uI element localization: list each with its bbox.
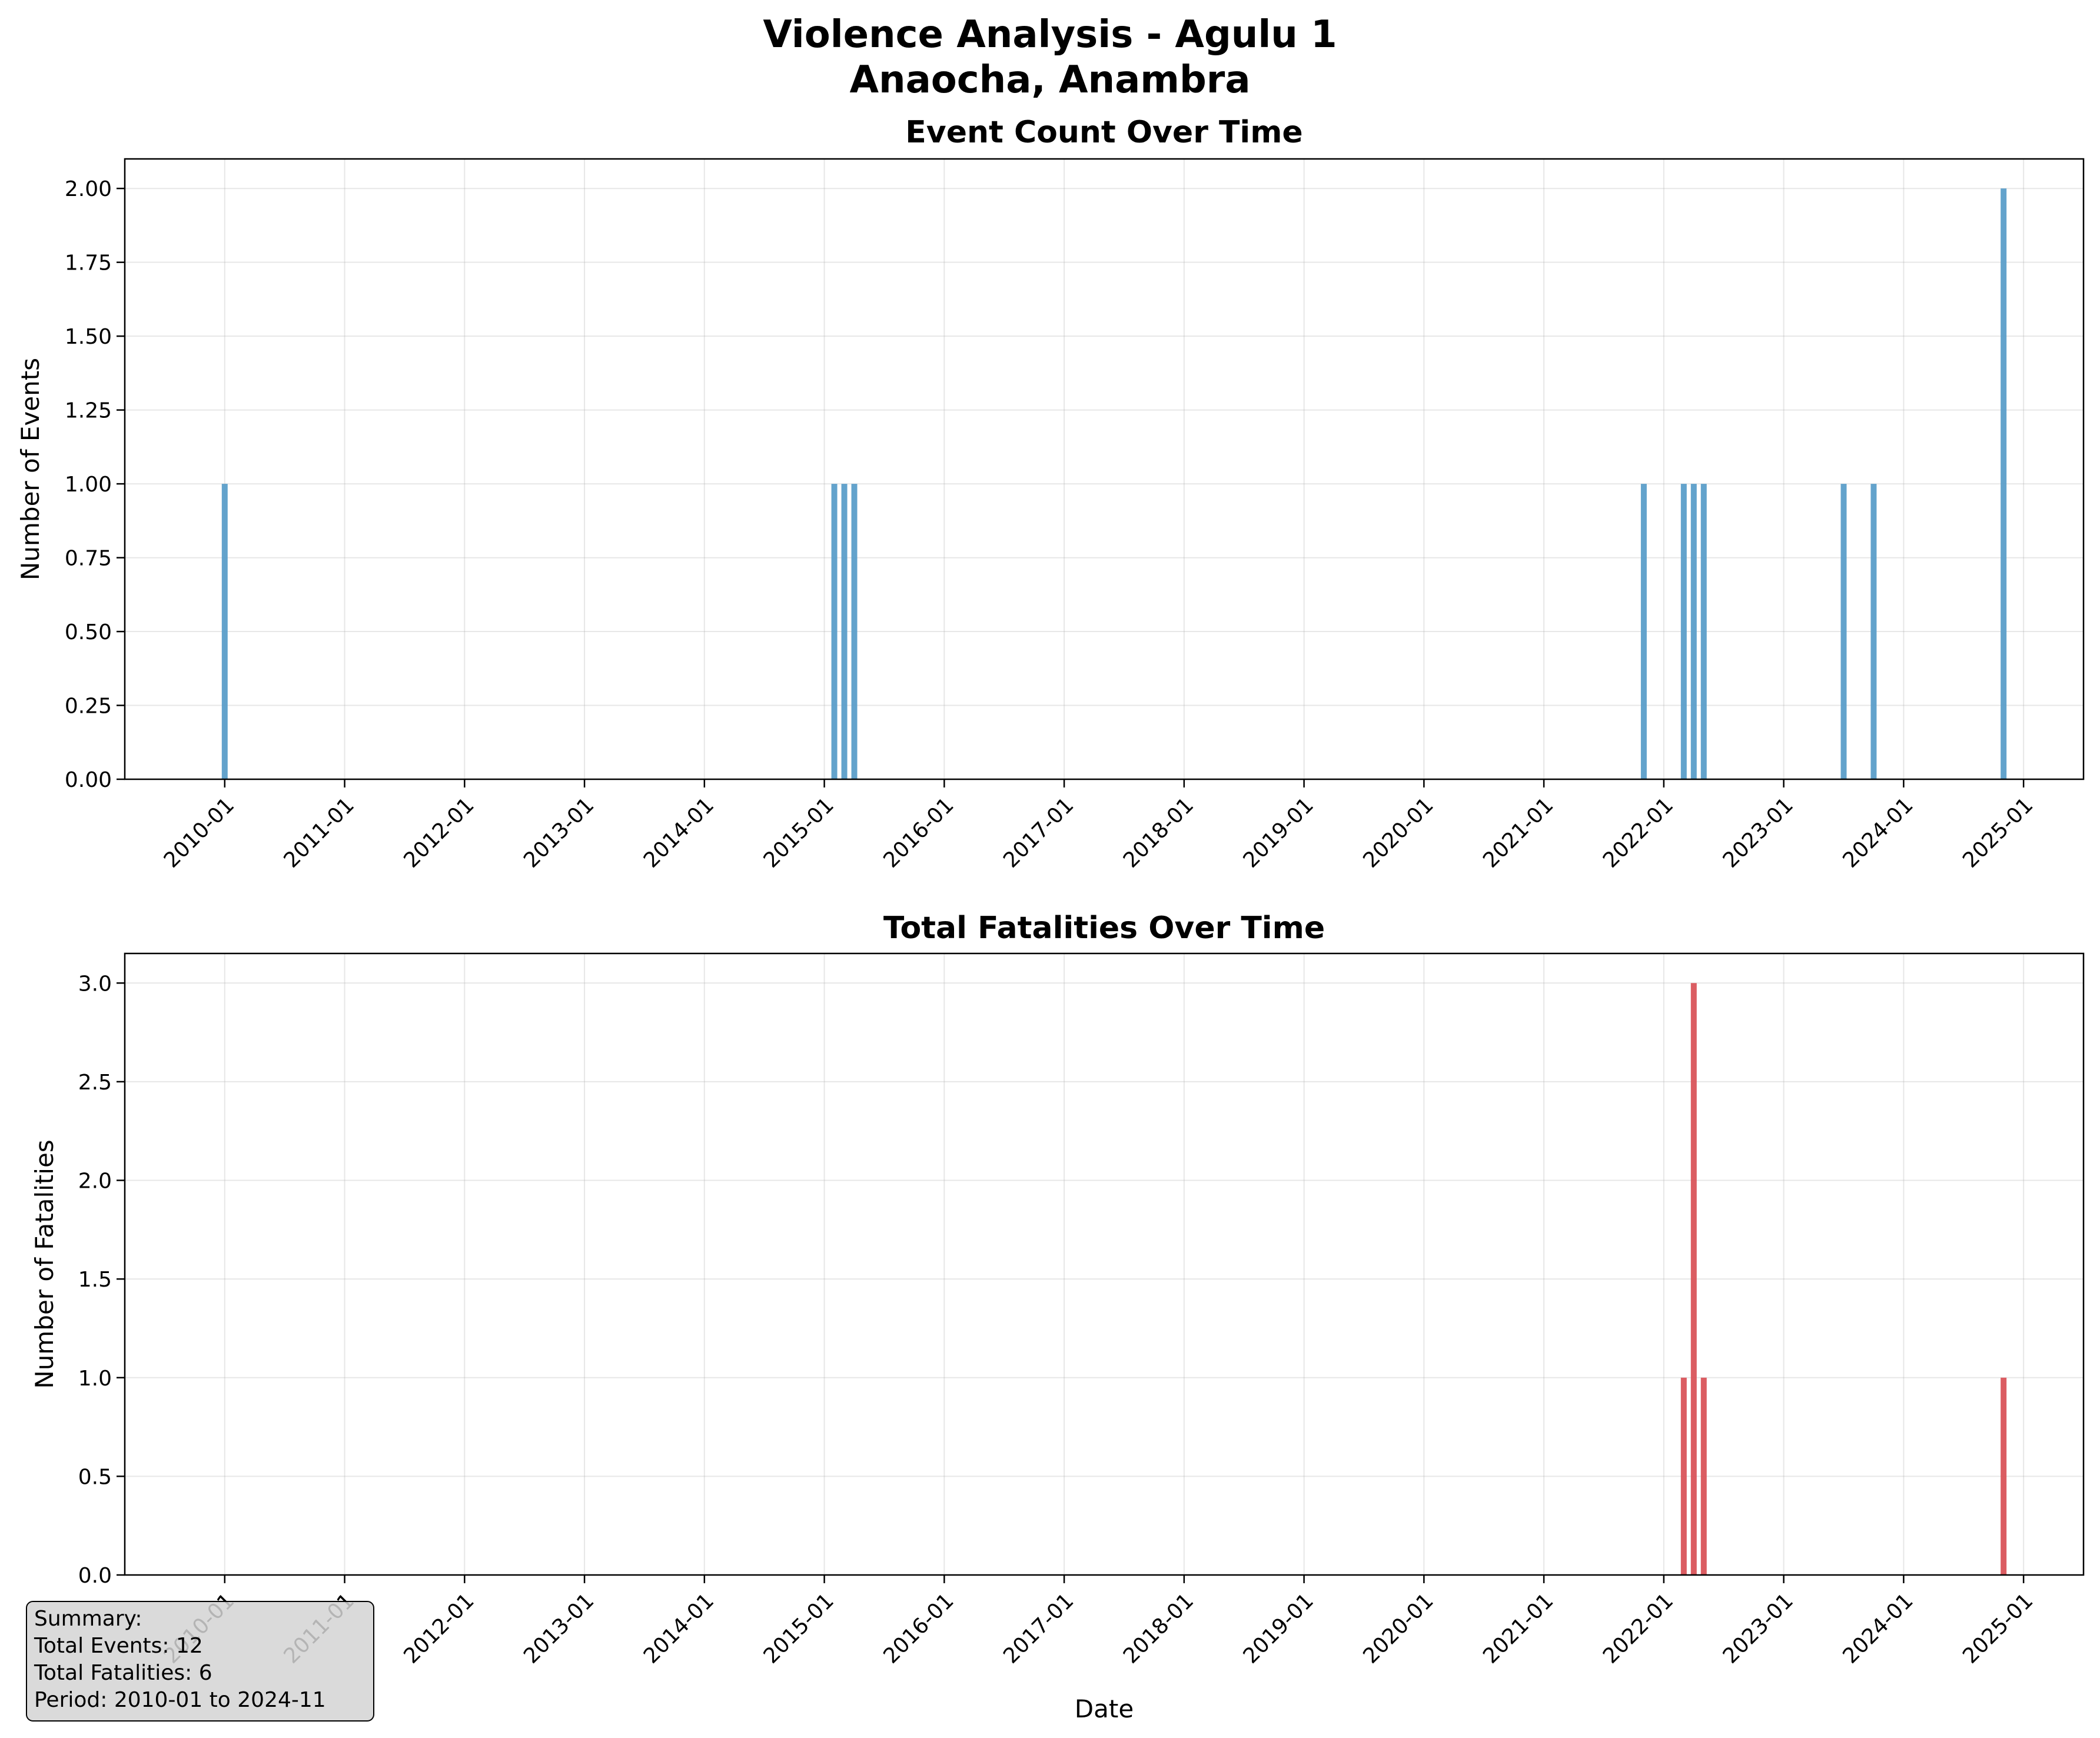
y-tick-label: 2.0 xyxy=(78,1169,112,1194)
y-tick-label: 2.00 xyxy=(65,177,112,201)
x-tick-label: 2024-01 xyxy=(1838,1589,1918,1668)
y-tick-label: 1.75 xyxy=(65,251,112,275)
x-tick-label: 2021-01 xyxy=(1478,793,1558,872)
x-tick-label: 2012-01 xyxy=(399,1589,479,1668)
y-tick-label: 1.0 xyxy=(78,1367,112,1391)
figure-title-line2: Anaocha, Anambra xyxy=(849,58,1250,102)
x-tick-label: 2014-01 xyxy=(639,793,719,872)
bar xyxy=(1680,1377,1687,1575)
y-tick-label: 1.5 xyxy=(78,1268,112,1292)
event-count-chart: 2010-01 2011-01 2012-01 2013-01 2014-01 2015-… xyxy=(16,115,2085,873)
x-tick-label: 2014-01 xyxy=(639,1589,719,1668)
x-tick-label: 2013-01 xyxy=(519,793,599,872)
y-tick-label: 2.5 xyxy=(78,1071,112,1095)
bar xyxy=(1700,1377,1707,1575)
bar xyxy=(831,484,838,779)
y-tick-label: 0.5 xyxy=(78,1465,112,1489)
axes-title: Total Fatalities Over Time xyxy=(883,910,1325,946)
y-tick-label: 0.50 xyxy=(65,620,112,644)
x-tick-label: 2016-01 xyxy=(879,793,958,872)
y-tick-label: 1.00 xyxy=(65,473,112,497)
bar xyxy=(1870,484,1877,779)
y-tick-label: 0.0 xyxy=(78,1564,112,1588)
bar xyxy=(1840,484,1847,779)
x-tick-label: 2025-01 xyxy=(1958,1589,2038,1668)
x-tick-label: 2019-01 xyxy=(1239,793,1318,872)
summary-total-events: Total Events: 12 xyxy=(34,1634,203,1658)
bar xyxy=(841,484,848,779)
summary-total-fatalities: Total Fatalities: 6 xyxy=(34,1661,212,1685)
x-tick-label: 2015-01 xyxy=(759,793,839,872)
bar xyxy=(1680,484,1687,779)
x-tick-label: 2023-01 xyxy=(1719,793,1798,872)
summary-period: Period: 2010-01 to 2024-11 xyxy=(34,1688,326,1712)
bar xyxy=(851,484,858,779)
x-tick-label: 2025-01 xyxy=(1958,793,2038,872)
bar xyxy=(221,484,228,779)
x-tick-label: 2018-01 xyxy=(1119,1589,1198,1668)
x-tick-label: 2017-01 xyxy=(999,793,1078,872)
axes-frame xyxy=(124,158,2085,780)
x-tick-label: 2019-01 xyxy=(1239,1589,1318,1668)
axes-frame xyxy=(124,952,2085,1576)
x-tick-label: 2021-01 xyxy=(1478,1589,1558,1668)
x-tick-label: 2022-01 xyxy=(1599,793,1678,872)
axes-title: Event Count Over Time xyxy=(905,115,1302,150)
x-tick-label: 2011-01 xyxy=(280,793,359,872)
x-tick-label: 2017-01 xyxy=(999,1589,1078,1668)
x-tick-label: 2022-01 xyxy=(1599,1589,1678,1668)
y-tick-label: 1.25 xyxy=(65,399,112,423)
x-tick-label: 2012-01 xyxy=(399,793,479,872)
x-tick-label: 2010-01 xyxy=(160,793,239,872)
bar xyxy=(1700,484,1707,779)
x-tick-label: 2016-01 xyxy=(879,1589,958,1668)
y-axis-label: Number of Fatalities xyxy=(30,1139,59,1388)
x-tick-label: 2023-01 xyxy=(1719,1589,1798,1668)
y-tick-label: 0.25 xyxy=(65,694,112,719)
bar xyxy=(1690,484,1697,779)
x-tick-label: 2013-01 xyxy=(519,1589,599,1668)
summary-box: Summary: Total Events: 12 Total Fataliti… xyxy=(26,1601,374,1722)
x-tick-label: 2020-01 xyxy=(1358,793,1438,872)
bar xyxy=(1640,484,1647,779)
x-tick-label: 2018-01 xyxy=(1119,793,1198,872)
y-tick-label: 0.00 xyxy=(65,768,112,792)
x-axis-label: Date xyxy=(1075,1694,1134,1723)
bar xyxy=(2001,1377,2007,1575)
bar xyxy=(2001,188,2007,779)
summary-heading: Summary: xyxy=(34,1607,142,1631)
y-axis-label: Number of Events xyxy=(16,358,45,580)
bar xyxy=(1690,983,1697,1575)
x-tick-label: 2024-01 xyxy=(1838,793,1918,872)
figure-title-line1: Violence Analysis - Agulu 1 xyxy=(763,13,1337,57)
y-tick-label: 0.75 xyxy=(65,547,112,571)
x-tick-label: 2015-01 xyxy=(759,1589,839,1668)
y-tick-label: 3.0 xyxy=(78,972,112,996)
x-tick-label: 2020-01 xyxy=(1358,1589,1438,1668)
y-tick-label: 1.50 xyxy=(65,325,112,349)
